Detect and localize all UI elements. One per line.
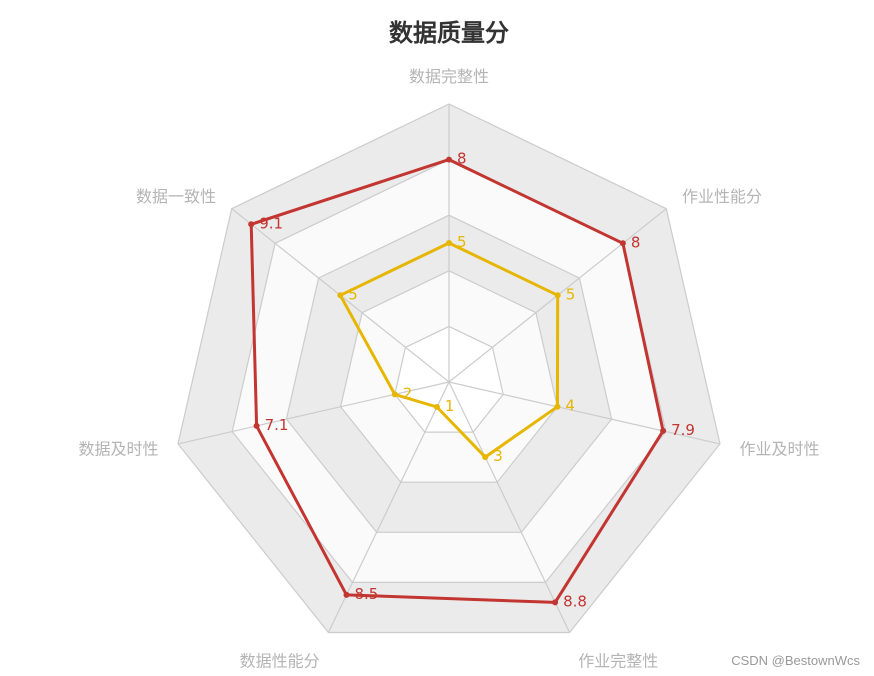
series-1-label-4: 1 bbox=[445, 397, 455, 415]
series-1-point-6 bbox=[337, 292, 344, 299]
split-line-1 bbox=[394, 325, 504, 433]
series-0-line bbox=[249, 158, 665, 604]
series-1-label-3: 3 bbox=[493, 447, 503, 465]
series-1-label-2: 4 bbox=[565, 397, 575, 415]
series-0-label-2: 7.9 bbox=[671, 421, 695, 439]
split-line-5 bbox=[177, 103, 721, 634]
series-1-point-5 bbox=[391, 391, 398, 398]
chart-title: 数据质量分 bbox=[389, 19, 509, 47]
series-1-label-5: 2 bbox=[403, 384, 413, 402]
series-1-label-6: 5 bbox=[348, 285, 358, 303]
series-1-label-1: 5 bbox=[566, 285, 576, 303]
series-1-point-4 bbox=[433, 404, 440, 410]
axis-label-5: 数据及时性 bbox=[78, 439, 158, 458]
series-0-label-3: 8.8 bbox=[563, 592, 587, 610]
axis-line-3 bbox=[448, 381, 571, 633]
series-0-label-0: 8 bbox=[457, 150, 467, 168]
axis-line-2 bbox=[448, 381, 721, 445]
series-0-point-4 bbox=[343, 591, 350, 598]
watermark: CSDN @BestownWcs bbox=[731, 653, 860, 668]
series-group: 8 8 7.9 8.8 8.5 7.1 9.1 5 5 4 3 1 2 5 bbox=[248, 150, 695, 610]
series-1-point-0 bbox=[446, 240, 452, 246]
series-0-label-4: 8.5 bbox=[355, 585, 379, 603]
axis-label-6: 数据一致性 bbox=[136, 187, 216, 206]
series-1-label-0: 5 bbox=[457, 233, 467, 251]
series-1-point-1 bbox=[554, 292, 561, 299]
series-1-point-2 bbox=[554, 403, 561, 410]
axis-line-4 bbox=[327, 381, 450, 633]
series-1-point-3 bbox=[482, 454, 489, 461]
series-0-label-5: 7.1 bbox=[265, 416, 289, 434]
series-0-point-1 bbox=[619, 240, 626, 247]
series-0-label-6: 9.1 bbox=[259, 214, 283, 232]
split-line-3 bbox=[285, 214, 613, 533]
series-0-point-2 bbox=[660, 427, 667, 434]
axis-label-3: 作业完整性 bbox=[578, 652, 658, 671]
axis-label-4: 数据性能分 bbox=[240, 652, 320, 671]
axis-label-2: 作业及时性 bbox=[740, 439, 820, 458]
series-0-point-0 bbox=[446, 156, 452, 163]
series-0-label-1: 8 bbox=[631, 233, 641, 251]
series-1-line bbox=[338, 241, 560, 459]
series-0-point-6 bbox=[248, 221, 255, 228]
series-0-point-3 bbox=[552, 599, 559, 606]
axis-line-5 bbox=[177, 381, 450, 445]
axis-label-0: 数据完整性 bbox=[409, 67, 489, 86]
axis-label-1: 作业性能分 bbox=[682, 187, 762, 206]
series-0-point-5 bbox=[253, 422, 260, 429]
